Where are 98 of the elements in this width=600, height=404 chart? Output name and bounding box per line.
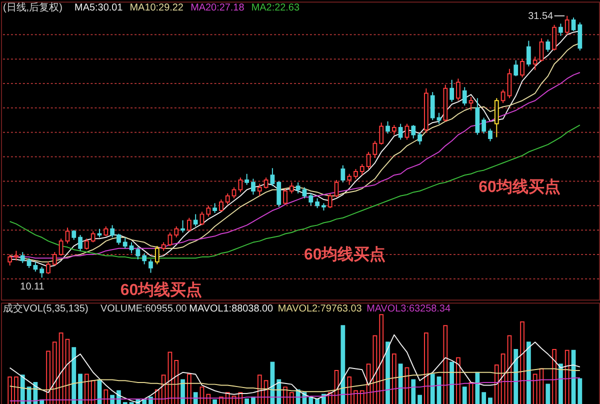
- text: MA5:30.01: [74, 2, 124, 14]
- candlestick: [212, 202, 217, 214]
- text: MAVOL2:79763.03: [278, 304, 362, 315]
- candlestick: [104, 226, 108, 237]
- candlestick: [14, 250, 18, 262]
- candlestick: [340, 164, 346, 183]
- candlestick: [20, 252, 25, 264]
- candlestick: [219, 199, 224, 212]
- candlestick: [526, 40, 531, 67]
- annotation: VOLUME:60955.00: [100, 304, 188, 315]
- candlestick: [462, 86, 467, 106]
- candlestick: [500, 89, 506, 104]
- candlestick: [430, 92, 435, 121]
- text: MA2:22.63: [251, 2, 300, 14]
- candlestick: [72, 230, 76, 240]
- candlestick: [26, 258, 32, 268]
- candlestick: [65, 227, 70, 244]
- candlestick: [507, 68, 512, 99]
- candlestick: [302, 186, 307, 199]
- candlestick: [488, 128, 492, 142]
- candlestick: [148, 258, 153, 274]
- candlestick: [52, 252, 57, 266]
- annotation: 31.54: [528, 10, 554, 22]
- text: MAVOL3:63258.34: [366, 304, 451, 315]
- candlestick: [40, 266, 44, 278]
- candlestick: [270, 168, 275, 187]
- candlestick: [456, 78, 460, 102]
- candlestick: [244, 173, 250, 186]
- candlestick: [379, 122, 384, 146]
- candlestick: [33, 261, 38, 272]
- candlestick: [360, 164, 364, 176]
- candlestick: [315, 198, 320, 209]
- candlestick: [289, 182, 294, 194]
- candlestick: [520, 58, 524, 78]
- candlestick: [532, 56, 538, 71]
- candlestick: [436, 112, 442, 124]
- candlestick: [552, 24, 556, 52]
- candlestick: [116, 233, 121, 246]
- candlestick: [251, 178, 256, 196]
- candlestick: [84, 238, 89, 250]
- candlestick: [308, 192, 314, 206]
- annotation: 60均线买点: [478, 178, 560, 196]
- candlestick: [296, 182, 300, 194]
- candlestick: [193, 214, 198, 227]
- candlestick: [578, 22, 582, 52]
- candlestick: [328, 192, 332, 209]
- candlestick: [168, 232, 172, 246]
- annotation: 10.11: [20, 282, 45, 293]
- candlestick: [200, 211, 204, 226]
- candlestick: [564, 15, 570, 36]
- candlestick: [264, 177, 268, 190]
- candlestick: [283, 188, 288, 205]
- candlestick: [334, 179, 339, 198]
- candlestick: [514, 60, 518, 77]
- candlestick: [494, 98, 499, 138]
- candlestick: [180, 220, 185, 234]
- candlestick: [450, 79, 454, 102]
- candlestick: [238, 177, 243, 193]
- candlestick: [46, 261, 50, 275]
- text: MA10:29.22: [130, 2, 184, 14]
- candlestick: [142, 252, 147, 265]
- candlestick: [257, 183, 262, 196]
- candlestick: [468, 96, 474, 111]
- candlestick: [386, 120, 390, 134]
- candlestick: [186, 217, 192, 232]
- candlestick: [122, 236, 128, 249]
- candlestick: [347, 173, 352, 186]
- candlestick: [58, 238, 64, 256]
- candlestick: [398, 123, 403, 140]
- candlestick: [90, 230, 96, 243]
- candlestick: [174, 226, 179, 238]
- candlestick: [8, 254, 12, 266]
- candlestick: [225, 192, 230, 205]
- candlestick: [372, 140, 378, 159]
- chart-title: 成交VOL(5,35,135): [2, 302, 88, 315]
- candlestick: [546, 39, 550, 52]
- candlestick: [418, 132, 422, 146]
- annotation: 60均线买点: [120, 280, 202, 299]
- candlestick: [539, 38, 544, 62]
- candlestick: [232, 186, 236, 199]
- candlestick: [392, 124, 396, 136]
- candlestick: [110, 224, 115, 238]
- candlestick: [366, 151, 371, 170]
- candlestick: [411, 124, 416, 139]
- candlestick: [571, 17, 576, 32]
- text: MA20:27.18: [190, 2, 245, 14]
- candlestick: [154, 245, 160, 265]
- candlestick: [206, 205, 211, 218]
- annotation: 60均线买点: [304, 246, 386, 264]
- candlestick: [78, 234, 82, 252]
- candlestick: [354, 168, 358, 180]
- text: MAVOL1:88038.00: [189, 304, 274, 315]
- candlestick: [482, 117, 486, 134]
- candlestick: [558, 23, 563, 36]
- candlestick: [129, 242, 134, 254]
- chart-title: (日线,后复权): [2, 2, 62, 14]
- candlestick: [276, 180, 282, 208]
- candlestick: [136, 246, 140, 260]
